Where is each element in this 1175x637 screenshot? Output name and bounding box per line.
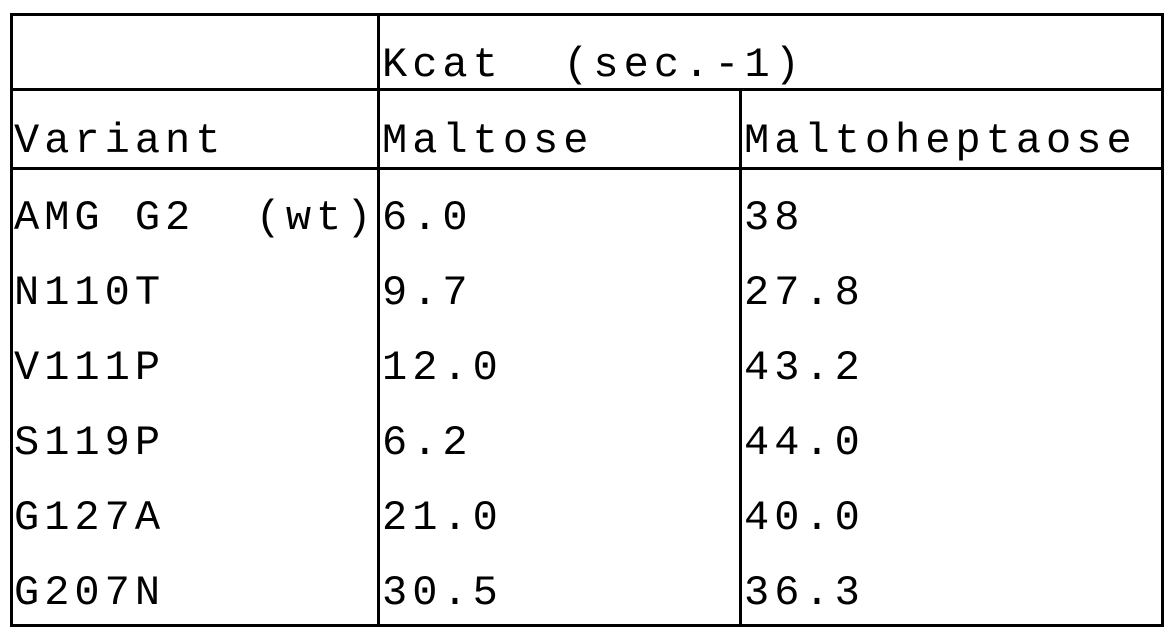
cell-maltose: 6.0 [382, 197, 473, 239]
column-header-maltoheptaose: Maltoheptaose [744, 120, 1137, 162]
cell-maltoheptaose: 36.3 [744, 572, 865, 614]
cell-variant: S119P [14, 422, 165, 464]
cell-variant: N110T [14, 272, 165, 314]
cell-maltose: 9.7 [382, 272, 473, 314]
cell-variant: G127A [14, 497, 165, 539]
cell-maltoheptaose: 44.0 [744, 422, 865, 464]
border-left [10, 13, 13, 627]
cell-maltoheptaose: 40.0 [744, 497, 865, 539]
border-right [1161, 13, 1164, 627]
cell-variant: V111P [14, 347, 165, 389]
cell-maltose: 30.5 [382, 572, 503, 614]
cell-variant: AMG G2 (wt) [14, 197, 376, 239]
cell-maltoheptaose: 27.8 [744, 272, 865, 314]
group-header-kcat: Kcat (sec.-1) [382, 44, 805, 86]
cell-maltoheptaose: 43.2 [744, 347, 865, 389]
border-bottom [10, 624, 1164, 627]
column-header-variant: Variant [14, 120, 225, 162]
column-header-maltose: Maltose [382, 120, 593, 162]
cell-maltose: 12.0 [382, 347, 503, 389]
cell-maltoheptaose: 38 [744, 197, 804, 239]
divider-col2 [739, 88, 742, 627]
cell-maltose: 21.0 [382, 497, 503, 539]
divider-col1 [377, 13, 380, 627]
cell-maltose: 6.2 [382, 422, 473, 464]
border-top [10, 13, 1164, 16]
divider-header [10, 167, 1164, 170]
cell-variant: G207N [14, 572, 165, 614]
